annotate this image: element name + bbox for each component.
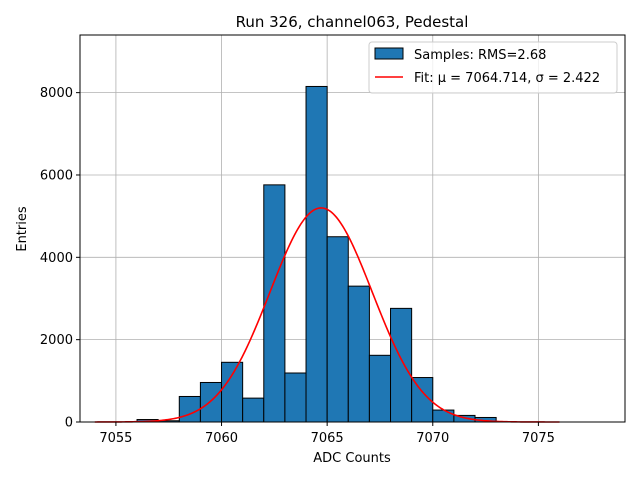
x-tick-label: 7065 (311, 431, 344, 446)
y-tick-label: 2000 (40, 333, 73, 348)
histogram-bar (178, 395, 201, 423)
x-tick-label: 7070 (416, 431, 449, 446)
y-axis-label: Entries (15, 206, 30, 252)
histogram-bar (263, 184, 286, 423)
legend-label-fit: Fit: μ = 7064.714, σ = 2.422 (414, 71, 600, 86)
histogram-bar (242, 397, 265, 423)
plot-frame (79, 34, 626, 423)
y-axis-ticks: 0 2000 4000 6000 8000 (40, 86, 80, 431)
y-tick-label: 0 (65, 416, 73, 431)
y-tick-label: 6000 (40, 168, 73, 183)
chart-title: Run 326, channel063, Pedestal (236, 13, 469, 31)
histogram-bars (136, 85, 497, 423)
legend-swatch-samples (374, 47, 404, 60)
legend: Samples: RMS=2.68 Fit: μ = 7064.714, σ =… (368, 41, 618, 94)
histogram-bar (199, 381, 223, 423)
histogram-bar (305, 85, 328, 423)
legend-label-samples: Samples: RMS=2.68 (414, 48, 546, 63)
histogram-bar (347, 285, 370, 423)
legend-box (368, 41, 618, 94)
histogram-bar (221, 361, 244, 423)
histogram-bar (368, 354, 392, 423)
x-axis-label: ADC Counts (313, 451, 391, 466)
x-tick-label: 7060 (205, 431, 238, 446)
histogram-bar (390, 307, 413, 423)
y-tick-label: 4000 (40, 251, 73, 266)
x-tick-label: 7075 (522, 431, 555, 446)
x-tick-label: 7055 (99, 431, 132, 446)
fit-curve (94, 207, 560, 423)
histogram-bar (284, 372, 307, 423)
y-tick-label: 8000 (40, 86, 73, 101)
histogram-bar (432, 409, 455, 423)
x-axis-ticks: 7055 7060 7065 7070 7075 (99, 422, 555, 446)
histogram-bar (326, 236, 349, 423)
